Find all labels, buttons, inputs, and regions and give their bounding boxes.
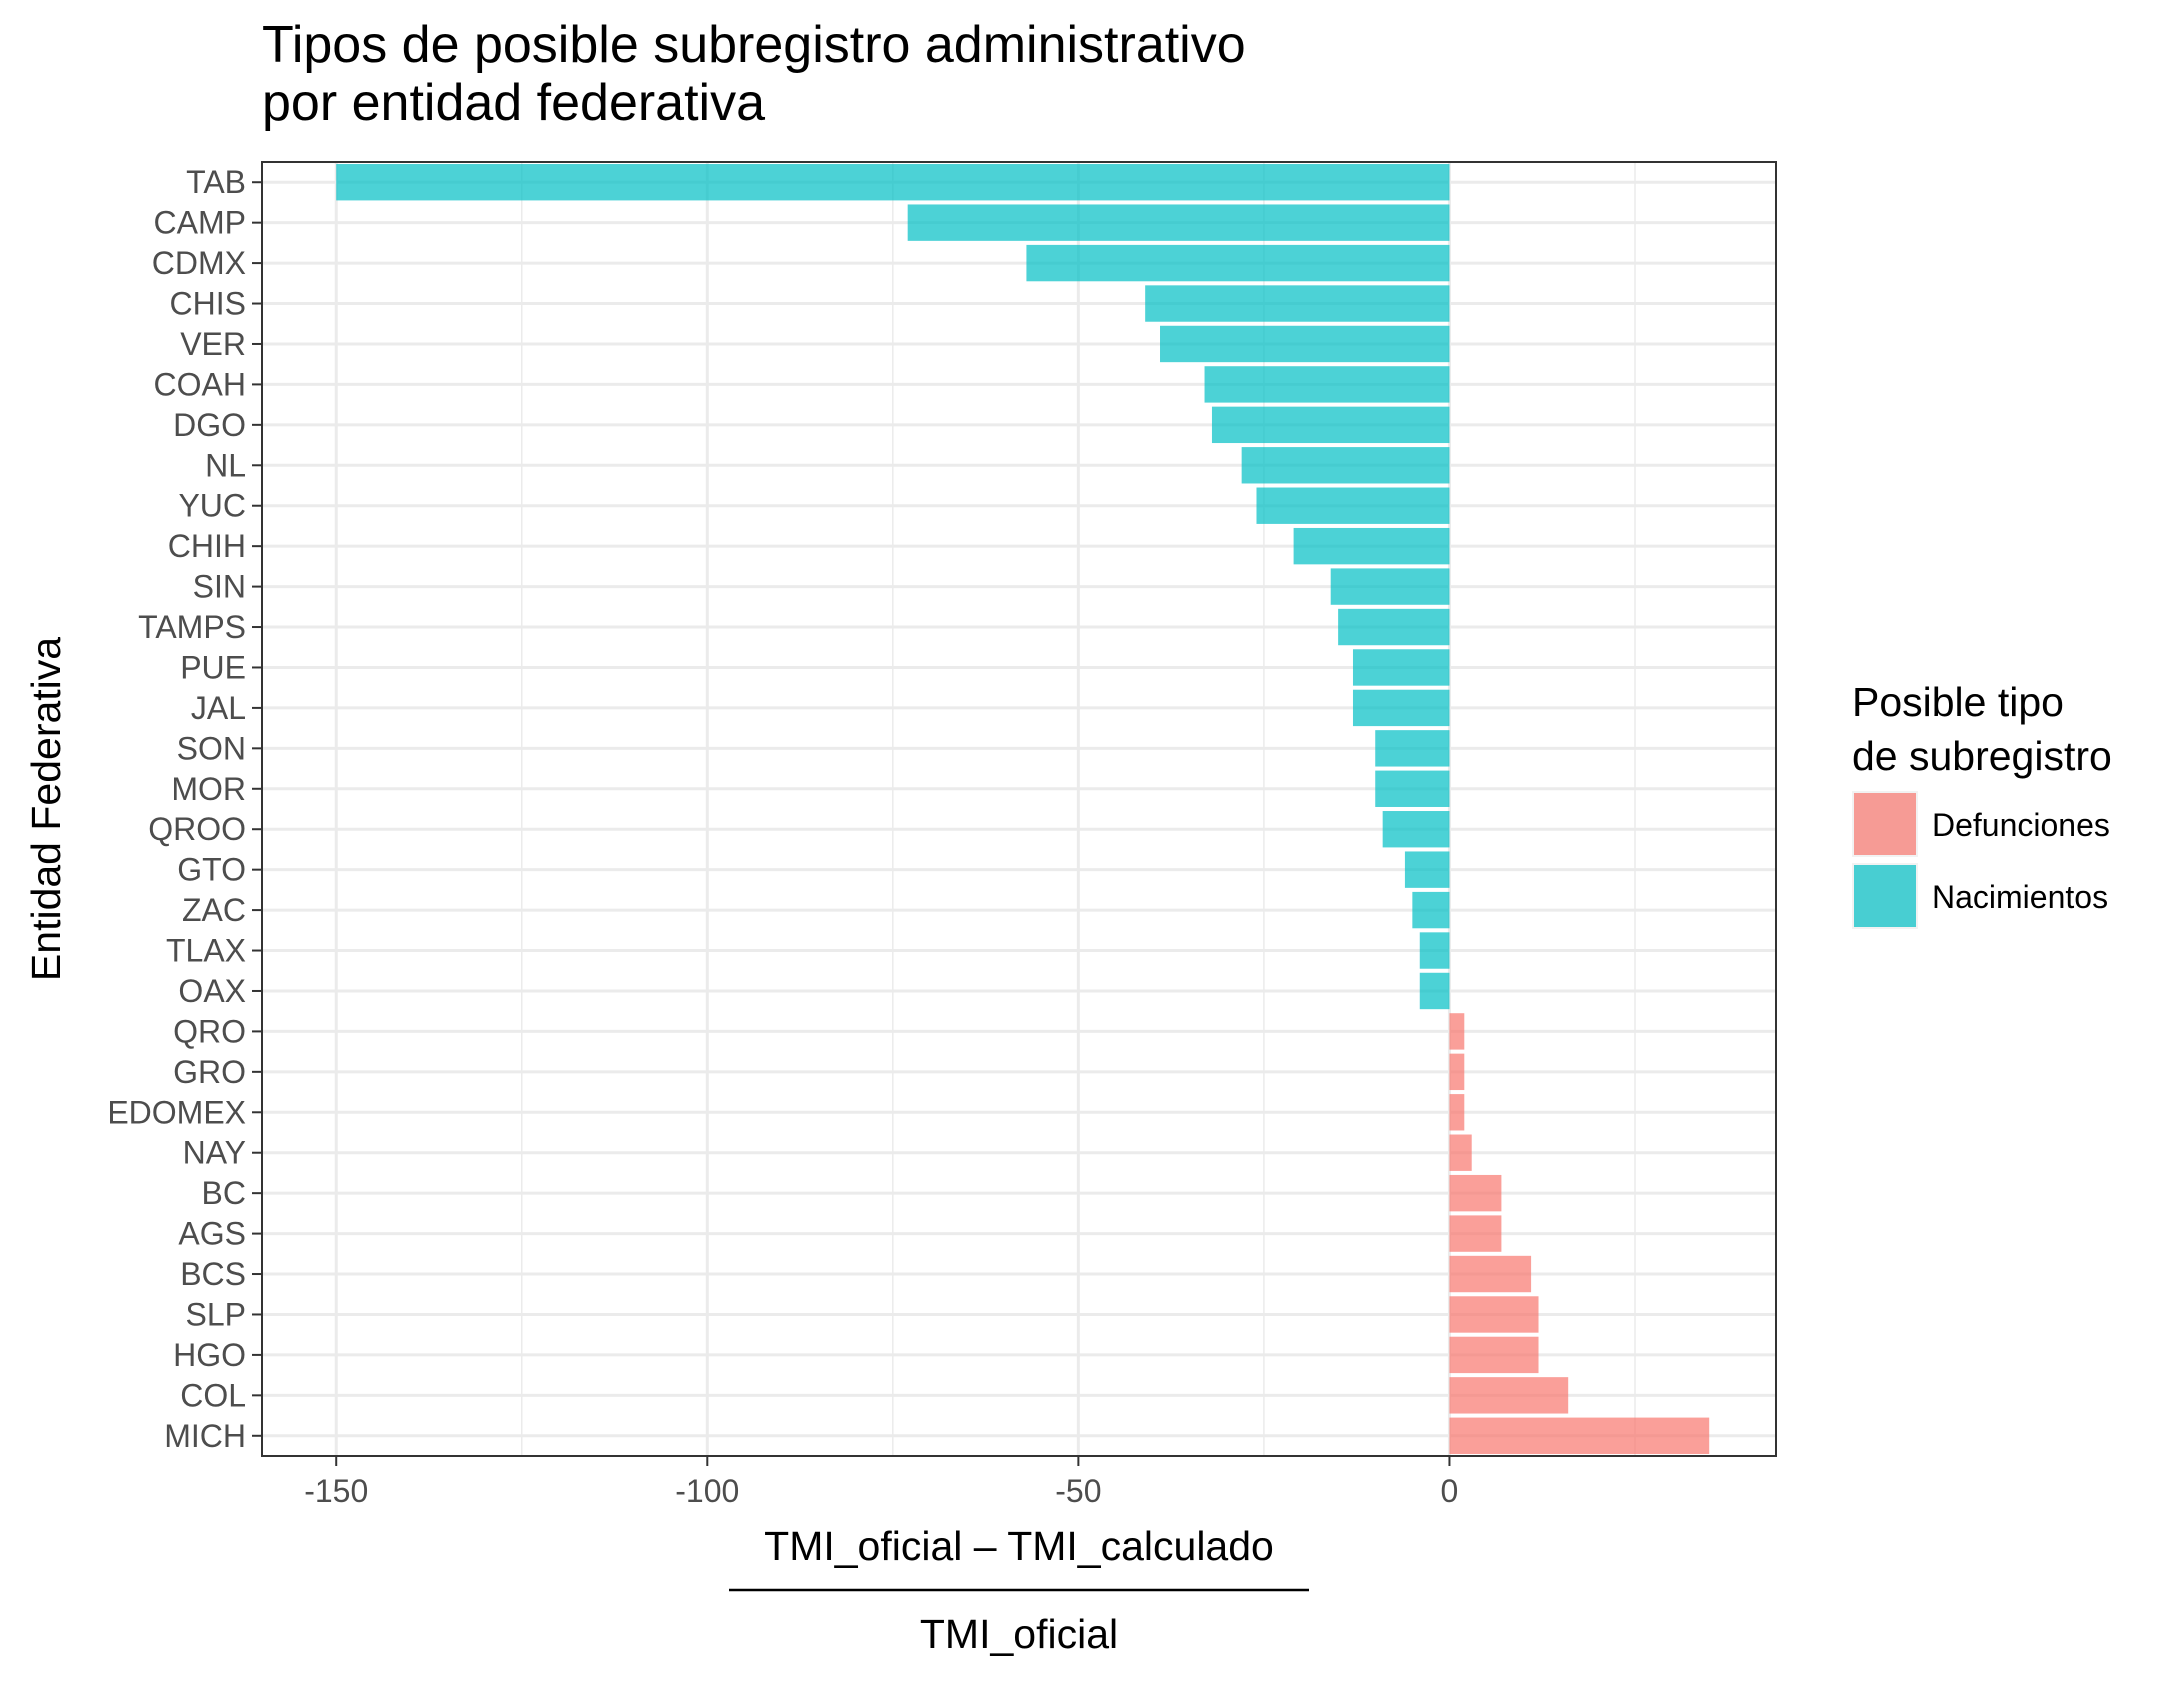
y-tick-label: CHIS: [170, 286, 246, 322]
bar-dgo: [1211, 406, 1450, 444]
x-axis: -150 -100 -50 0: [304, 1456, 1458, 1509]
y-tick-label: MICH: [164, 1418, 246, 1454]
bar-sin: [1330, 568, 1450, 605]
y-tick-label: JAL: [191, 690, 246, 726]
y-tick-label: COL: [180, 1377, 246, 1413]
y-tick-label: NL: [205, 447, 246, 483]
y-tick-label: ZAC: [182, 892, 246, 928]
chart-title: Tipos de posible subregistro administrat…: [262, 16, 1246, 132]
x-axis-title: TMI_oficial – TMI_calculado TMI_oficial: [729, 1523, 1309, 1657]
y-tick-label: VER: [180, 326, 246, 362]
y-tick-label: AGS: [178, 1216, 246, 1252]
legend: Posible tipo de subregistro Defunciones Nac…: [1852, 679, 2112, 929]
x-tick-label: -100: [675, 1473, 739, 1509]
x-tick-label: -50: [1055, 1473, 1101, 1509]
bar-yuc: [1256, 487, 1450, 524]
bar-mor: [1375, 770, 1450, 807]
y-tick-label: COAH: [154, 366, 246, 402]
y-tick-label: QRO: [173, 1013, 246, 1049]
y-tick-label: GRO: [173, 1054, 246, 1090]
y-tick-label: CDMX: [152, 245, 246, 281]
y-tick-label: SIN: [193, 569, 246, 605]
legend-title-line: de subregistro: [1852, 733, 2112, 779]
y-tick-label: GTO: [177, 852, 246, 888]
y-tick-label: QROO: [148, 811, 246, 847]
bar-qro: [1449, 1013, 1465, 1050]
bar-tlax: [1419, 932, 1450, 969]
bar-gro: [1449, 1053, 1465, 1091]
y-axis: TAB CAMP CDMX CHIS VER COAH DGO NL YUC CHIH SIN TAM…: [107, 164, 262, 1454]
chart-title-line: Tipos de posible subregistro administrat…: [262, 16, 1246, 74]
y-tick-label: SLP: [186, 1296, 246, 1332]
y-tick-label: NAY: [183, 1135, 246, 1171]
bar-ver: [1160, 325, 1450, 363]
y-tick-label: BC: [202, 1175, 246, 1211]
bars: [336, 164, 1710, 1454]
y-tick-label: HGO: [173, 1337, 246, 1373]
bar-nl: [1241, 447, 1450, 484]
y-tick-label: CHIH: [168, 528, 246, 564]
chart-title-line: por entidad federativa: [262, 74, 765, 132]
bar-oax: [1419, 972, 1450, 1010]
bar-camp: [907, 204, 1450, 241]
y-tick-label: OAX: [178, 973, 246, 1009]
legend-title-line: Posible tipo: [1852, 679, 2064, 725]
bar-cdmx: [1026, 244, 1450, 282]
y-tick-label: CAMP: [154, 205, 246, 241]
y-tick-label: YUC: [178, 488, 246, 524]
bar-zac: [1412, 891, 1450, 929]
y-tick-label: TLAX: [166, 933, 246, 969]
bar-edomex: [1449, 1094, 1465, 1131]
plot-panel: [262, 162, 1776, 1456]
bar-hgo: [1449, 1336, 1539, 1374]
y-tick-label: MOR: [171, 771, 246, 807]
legend-label-defunciones: Defunciones: [1932, 807, 2110, 843]
y-tick-label: TAMPS: [138, 609, 246, 645]
bar-bc: [1449, 1174, 1502, 1212]
bar-coah: [1204, 366, 1450, 403]
legend-key-nacimientos: [1854, 865, 1916, 927]
bar-chis: [1145, 285, 1450, 322]
bar-tab: [336, 164, 1450, 201]
bar-mich: [1449, 1417, 1710, 1454]
bar-col: [1449, 1377, 1569, 1414]
legend-label-nacimientos: Nacimientos: [1932, 879, 2108, 915]
x-axis-title-denominator: TMI_oficial: [920, 1611, 1118, 1657]
bar-slp: [1449, 1296, 1539, 1333]
y-tick-label: TAB: [186, 164, 246, 200]
bar-gto: [1404, 851, 1450, 888]
x-tick-label: 0: [1441, 1473, 1459, 1509]
bar-jal: [1352, 689, 1450, 727]
y-tick-label: PUE: [180, 649, 246, 685]
plot-border: [261, 161, 1777, 1457]
x-axis-title-numerator: TMI_oficial – TMI_calculado: [764, 1523, 1274, 1569]
x-tick-label: -150: [304, 1473, 368, 1509]
bar-nay: [1449, 1134, 1472, 1171]
y-tick-label: SON: [177, 730, 246, 766]
bar-chih: [1293, 527, 1450, 565]
y-tick-label: EDOMEX: [107, 1094, 246, 1130]
bar-pue: [1352, 649, 1450, 686]
legend-key-defunciones: [1854, 793, 1916, 855]
bar-ags: [1449, 1215, 1502, 1252]
y-tick-label: DGO: [173, 407, 246, 443]
bar-son: [1375, 730, 1450, 767]
bar-bcs: [1449, 1255, 1532, 1293]
y-tick-label: BCS: [180, 1256, 246, 1292]
bar-tamps: [1338, 608, 1450, 646]
y-axis-title: Entidad Federativa: [23, 637, 69, 981]
bar-qroo: [1382, 811, 1450, 848]
